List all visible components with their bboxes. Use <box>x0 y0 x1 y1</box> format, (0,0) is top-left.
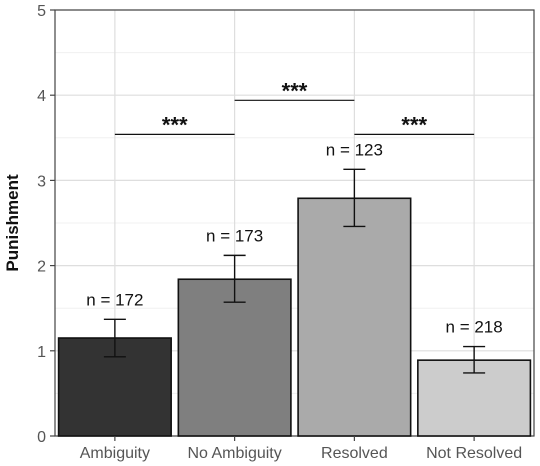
data-label: n = 218 <box>446 318 503 337</box>
y-tick-label: 4 <box>37 88 46 105</box>
y-tick-label: 0 <box>37 429 46 446</box>
data-label: n = 173 <box>206 226 263 245</box>
bars-layer <box>57 197 532 437</box>
x-tick-label: Ambiguity <box>80 445 150 462</box>
significance-layer: *** *** *** <box>114 78 475 137</box>
bar <box>297 197 412 437</box>
data-labels-layer: n = 172 n = 173 n = 123 n = 218 <box>86 140 502 336</box>
error-bars-layer <box>103 168 486 374</box>
significance-label: *** <box>401 112 427 137</box>
x-tick-label: Resolved <box>321 445 388 462</box>
y-tick-label: 3 <box>37 173 46 190</box>
bar <box>177 278 292 437</box>
y-tick-label: 5 <box>37 3 46 20</box>
significance-label: *** <box>162 112 188 137</box>
significance-label: *** <box>282 78 308 103</box>
axis-layer: 0 1 2 3 4 5 Ambiguity No Ambiguity Resolved Not R… <box>37 3 522 462</box>
y-tick-label: 1 <box>37 344 46 361</box>
plot-border <box>54 9 535 437</box>
data-label: n = 123 <box>326 140 383 159</box>
error-bar <box>103 318 126 358</box>
error-bar <box>463 345 486 374</box>
x-tick-label: No Ambiguity <box>187 445 281 462</box>
x-tick-label: Not Resolved <box>426 445 522 462</box>
error-bar <box>223 254 246 303</box>
data-label: n = 172 <box>86 290 143 309</box>
error-bar <box>343 168 366 228</box>
y-axis-title: Punishment <box>3 174 22 272</box>
y-tick-label: 2 <box>37 259 46 276</box>
